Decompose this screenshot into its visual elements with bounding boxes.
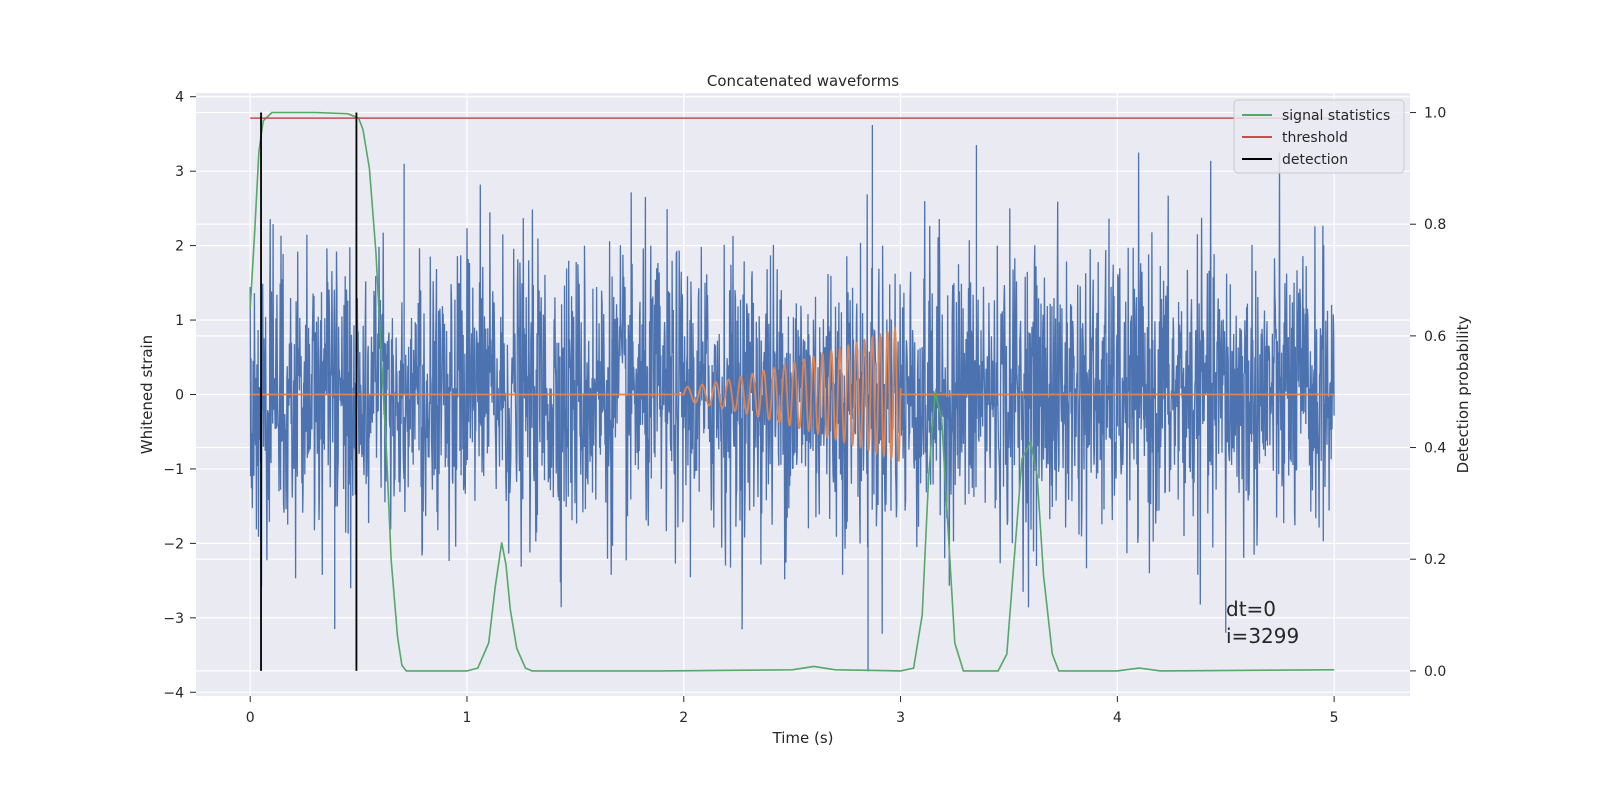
y-tick-label: 1: [175, 313, 184, 329]
chart-title: Concatenated waveforms: [707, 72, 899, 90]
legend-label-threshold: threshold: [1282, 130, 1348, 146]
y-tick-label: 2: [175, 239, 184, 255]
injection-series: [250, 326, 1335, 463]
y-axis-label: Whitened strain: [138, 335, 156, 454]
x-tick-label: 1: [463, 710, 472, 726]
annotation-dt: dt=0: [1226, 597, 1276, 621]
annotation-index: i=3299: [1226, 624, 1299, 648]
y2-axis-label: Detection probability: [1454, 316, 1472, 474]
y-tick-label: −1: [163, 462, 184, 478]
x-tick-label: 0: [246, 710, 255, 726]
x-tick-label: 5: [1330, 710, 1339, 726]
y-tick-label: 4: [175, 90, 184, 106]
y-tick-label: 3: [175, 164, 184, 180]
series-layer: [249, 111, 1335, 672]
noise-series: [249, 125, 1335, 672]
axes: 0 1 2 3 4 5 −4 −3 −2 −1 0 1 2 3 4 0.0 0.2 0.4 0.6 0.8 1.0: [163, 90, 1446, 726]
y-tick-label: −2: [163, 536, 184, 552]
signal-statistics-series: [249, 111, 1335, 672]
y-tick-label: 0: [175, 388, 184, 404]
x-tick-label: 2: [679, 710, 688, 726]
legend: signal statistics threshold detection: [1233, 99, 1405, 174]
y2-tick-label: 0.2: [1424, 552, 1446, 568]
y2-tick-label: 0.4: [1424, 441, 1446, 457]
y2-tick-label: 0.8: [1424, 217, 1446, 233]
y2-tick-label: 0.6: [1424, 329, 1446, 345]
x-tick-label: 3: [896, 710, 905, 726]
legend-box: [1233, 99, 1405, 174]
x-tick-label: 4: [1113, 710, 1122, 726]
legend-label-signal-statistics: signal statistics: [1282, 108, 1390, 124]
x-axis-label: Time (s): [772, 729, 834, 747]
y2-tick-label: 0.0: [1424, 664, 1446, 680]
y2-tick-label: 1.0: [1424, 106, 1446, 122]
y-tick-label: −3: [163, 611, 184, 627]
y-tick-label: −4: [163, 685, 184, 701]
legend-label-detection: detection: [1282, 152, 1348, 168]
